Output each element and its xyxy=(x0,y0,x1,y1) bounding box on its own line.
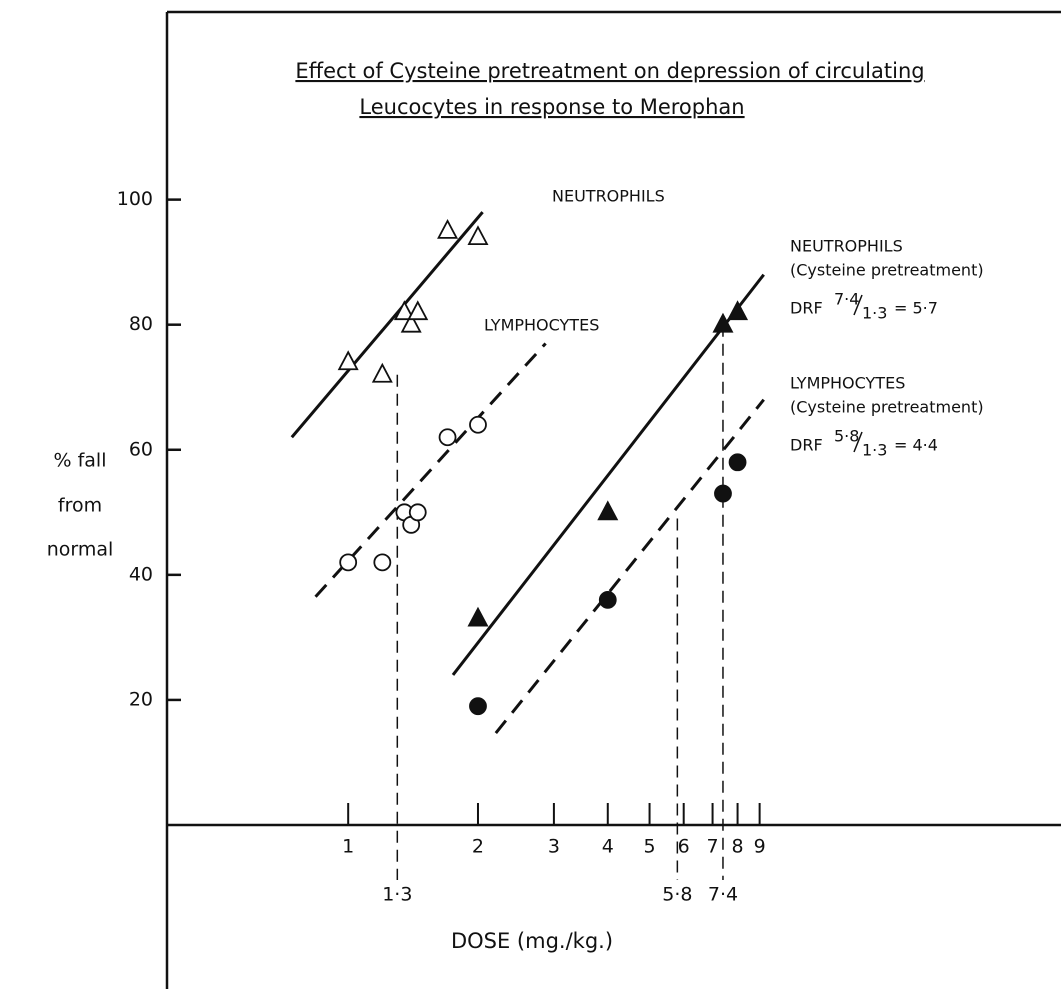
fit-line xyxy=(314,342,547,598)
x-tick-label: 5 xyxy=(644,836,656,858)
point xyxy=(373,553,392,572)
chart-title: Effect of Cysteine pretreatment on depre… xyxy=(295,59,924,83)
series-label: LYMPHOCYTES xyxy=(790,374,905,393)
drf-slash xyxy=(853,294,863,316)
y-tick-label: 20 xyxy=(129,688,153,710)
y-tick-label: 60 xyxy=(129,438,153,460)
drf-num: 5·8 xyxy=(834,427,859,446)
x-tick-label: 6 xyxy=(678,836,690,858)
x-tick-label: 8 xyxy=(732,836,744,858)
point xyxy=(438,428,457,447)
fit-line xyxy=(451,273,765,676)
point xyxy=(712,312,734,333)
point xyxy=(407,300,429,321)
y-tick-label: 100 xyxy=(117,188,153,210)
point xyxy=(597,500,619,521)
y-axis-label: % fall xyxy=(54,450,107,472)
y-tick-label: 80 xyxy=(129,313,153,335)
point xyxy=(393,300,415,321)
drf-den: 1·3 xyxy=(862,304,887,323)
point xyxy=(469,697,487,716)
x-tick-label: 9 xyxy=(754,836,766,858)
drop-line-label: 1·3 xyxy=(382,884,412,906)
point xyxy=(371,362,393,383)
x-tick-label: 3 xyxy=(548,836,560,858)
x-tick-label: 7 xyxy=(707,836,719,858)
x-tick-label: 4 xyxy=(602,836,614,858)
x-axis-label: DOSE (mg./kg.) xyxy=(451,929,613,953)
point xyxy=(339,553,358,572)
point xyxy=(400,312,422,333)
y-axis-label: normal xyxy=(47,539,114,561)
series-note: (Cysteine pretreatment) xyxy=(790,261,984,280)
drf-prefix: DRF xyxy=(790,436,823,455)
drf-den: 1·3 xyxy=(862,441,887,460)
point xyxy=(467,225,489,246)
point xyxy=(728,453,747,472)
point xyxy=(337,350,359,371)
drf-slash xyxy=(853,431,863,453)
series-note: (Cysteine pretreatment) xyxy=(790,398,984,417)
point xyxy=(437,218,459,239)
drf-result: = 5·7 xyxy=(894,299,938,318)
drop-line-label: 5·8 xyxy=(662,884,692,906)
drf-result: = 4·4 xyxy=(894,436,938,455)
drf-prefix: DRF xyxy=(790,299,823,318)
point xyxy=(467,606,489,627)
x-tick-label: 1 xyxy=(342,836,354,858)
x-tick-label: 2 xyxy=(472,836,484,858)
series-label: LYMPHOCYTES xyxy=(484,316,599,335)
fit-line xyxy=(290,211,484,439)
drop-line-label: 7·4 xyxy=(708,884,738,906)
fit-line xyxy=(494,398,765,735)
series-label: NEUTROPHILS xyxy=(790,237,903,256)
chart-title: Leucocytes in response to Merophan xyxy=(359,95,744,119)
point xyxy=(714,484,732,503)
point xyxy=(408,503,427,522)
y-tick-label: 40 xyxy=(129,563,153,585)
y-axis-label: from xyxy=(58,495,102,517)
point xyxy=(727,300,749,321)
drf-num: 7·4 xyxy=(834,290,859,309)
point xyxy=(469,415,487,434)
series-label: NEUTROPHILS xyxy=(552,187,665,206)
point xyxy=(598,590,617,609)
